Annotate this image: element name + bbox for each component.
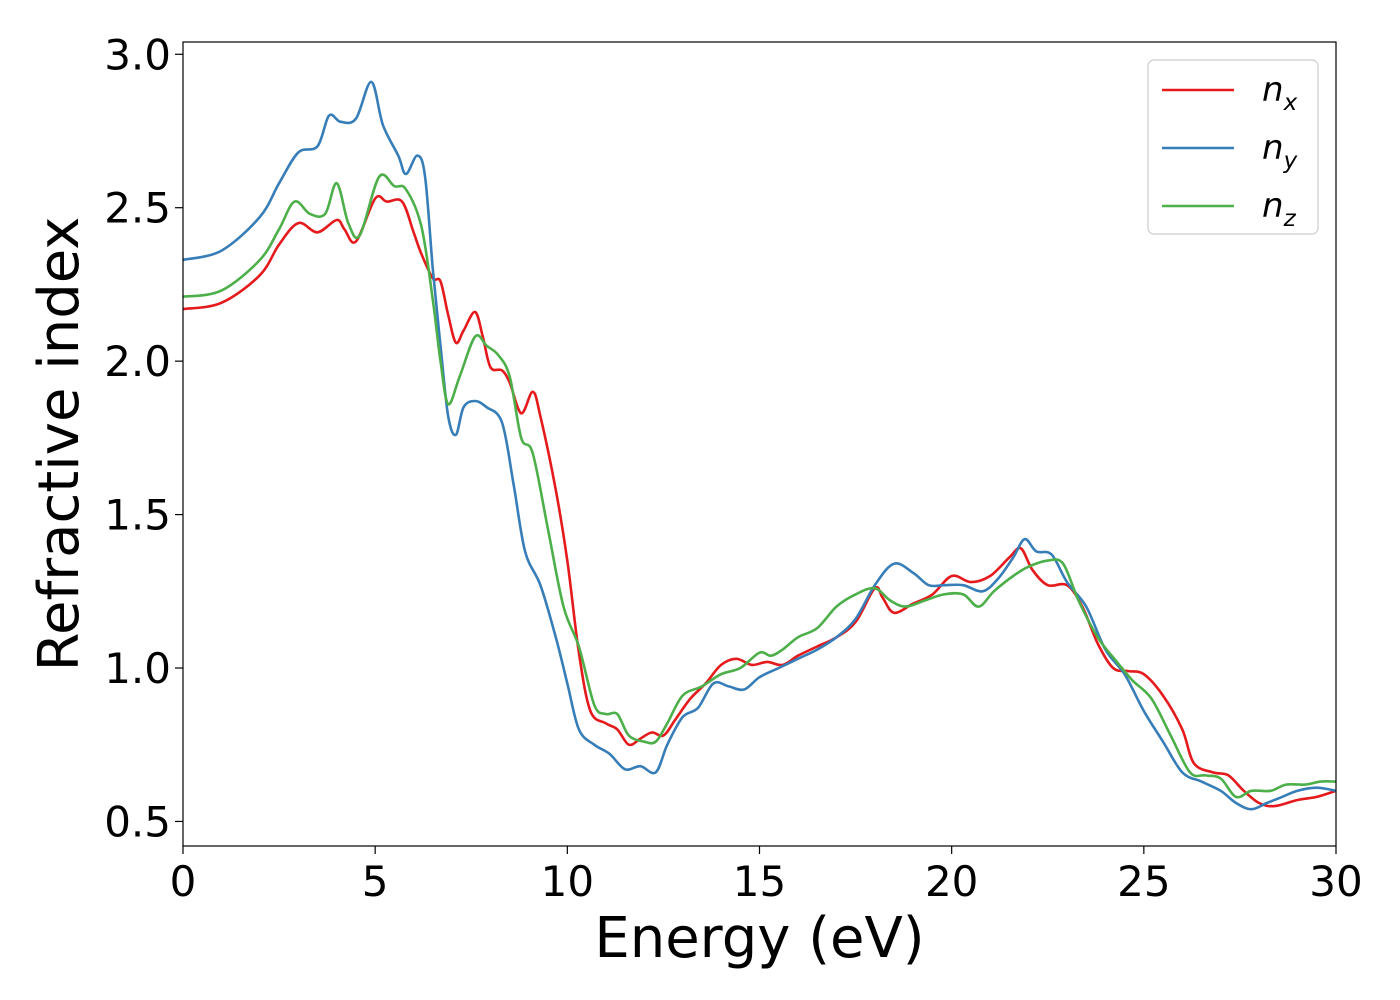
series-line-nz xyxy=(183,173,1336,799)
series-line-nx xyxy=(183,194,1336,808)
y-tick-label: 2.5 xyxy=(104,184,171,233)
y-axis-label: Refractive index xyxy=(27,217,92,672)
x-tick-label: 25 xyxy=(1117,857,1170,906)
legend-label-ny: ny xyxy=(1262,128,1298,174)
legend-label-nz: nz xyxy=(1262,186,1297,232)
legend-label-subscript: x xyxy=(1283,90,1298,116)
y-axis-ticks: 0.5 1.0 1.5 2.0 2.5 3.0 xyxy=(104,30,183,846)
legend-label-base: n xyxy=(1262,128,1284,168)
x-axis-label: Energy (eV) xyxy=(594,906,924,971)
legend-label-subscript: y xyxy=(1283,148,1298,174)
x-tick-label: 15 xyxy=(733,857,786,906)
legend-label-nx: nx xyxy=(1262,70,1298,116)
x-tick-label: 30 xyxy=(1309,857,1362,906)
legend-label-base: n xyxy=(1262,70,1284,110)
x-axis-ticks: 0 5 10 15 20 25 30 xyxy=(170,846,1363,906)
y-tick-label: 1.0 xyxy=(104,644,171,693)
x-tick-label: 10 xyxy=(541,857,594,906)
y-tick-label: 1.5 xyxy=(104,491,171,540)
x-tick-label: 20 xyxy=(925,857,978,906)
y-tick-label: 3.0 xyxy=(104,30,171,79)
legend-label-subscript: z xyxy=(1283,206,1297,232)
y-tick-label: 0.5 xyxy=(104,797,171,846)
x-tick-label: 5 xyxy=(362,857,389,906)
legend-label-base: n xyxy=(1262,186,1284,226)
x-tick-label: 0 xyxy=(170,857,197,906)
y-tick-label: 2.0 xyxy=(104,337,171,386)
series-line-ny xyxy=(183,80,1336,811)
series-curves xyxy=(183,80,1336,811)
